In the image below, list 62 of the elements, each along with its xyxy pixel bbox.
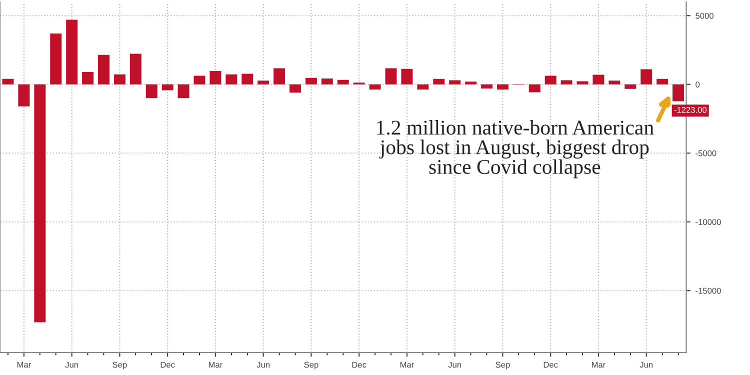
bar xyxy=(242,74,254,84)
y-tick-label: 5000 xyxy=(696,12,714,19)
x-tick-label: Sep xyxy=(112,362,127,370)
bar xyxy=(528,84,540,92)
y-tick-label: -10000 xyxy=(696,219,721,225)
bar xyxy=(433,78,445,84)
x-tick-label: Mar xyxy=(17,362,31,368)
bar xyxy=(34,84,46,322)
bar xyxy=(321,78,333,84)
bar xyxy=(592,74,604,84)
bar xyxy=(66,20,78,84)
bar xyxy=(560,80,572,84)
bar xyxy=(576,81,588,84)
bar xyxy=(337,80,349,84)
bar xyxy=(114,74,126,84)
bar xyxy=(385,68,397,84)
x-tick-label: Mar xyxy=(208,362,222,368)
bar xyxy=(178,84,190,98)
x-tick-label: Jun xyxy=(448,362,462,368)
bar xyxy=(162,84,174,90)
bar xyxy=(417,84,429,90)
bar xyxy=(82,72,94,84)
bar xyxy=(369,84,381,90)
y-tick-label: -15000 xyxy=(696,288,721,294)
bar xyxy=(608,80,620,84)
bar xyxy=(544,76,556,84)
y-tick-label: 0 xyxy=(696,82,700,88)
bar xyxy=(656,78,668,84)
bar xyxy=(18,84,30,106)
bar xyxy=(50,34,62,84)
x-tick-label: Dec xyxy=(544,362,558,368)
x-tick-label: Jun xyxy=(65,362,78,368)
x-tick-label: Jun xyxy=(640,362,653,368)
y-tick-label: -5000 xyxy=(696,150,716,156)
bar xyxy=(290,84,301,93)
bar xyxy=(672,84,684,102)
bar xyxy=(305,78,317,84)
bar xyxy=(146,84,158,98)
bar xyxy=(624,84,636,89)
x-tick-label: Mar xyxy=(592,362,606,368)
bar xyxy=(401,68,413,84)
bar xyxy=(481,84,493,88)
x-tick-label: Mar xyxy=(400,362,414,368)
x-tick-label: Sep xyxy=(496,362,510,370)
x-tick-label: Jun xyxy=(256,362,270,368)
x-tick-label: Dec xyxy=(160,362,175,368)
x-tick-label: Sep xyxy=(304,362,318,370)
bar xyxy=(496,84,508,90)
bar xyxy=(210,71,222,84)
bar xyxy=(465,82,477,84)
bar xyxy=(130,54,142,84)
bar xyxy=(226,74,238,84)
bar xyxy=(258,80,270,84)
annotation: 1.2 million native-born American jobs lost in August, biggest drop since Covid collapse xyxy=(377,120,654,178)
data-label: -1223.00 xyxy=(674,106,706,113)
bar xyxy=(2,78,14,84)
bar xyxy=(449,80,461,84)
x-tick-label: Dec xyxy=(352,362,366,368)
bar xyxy=(274,68,286,84)
bar xyxy=(640,69,652,84)
bar xyxy=(98,54,110,84)
bar xyxy=(194,76,206,84)
